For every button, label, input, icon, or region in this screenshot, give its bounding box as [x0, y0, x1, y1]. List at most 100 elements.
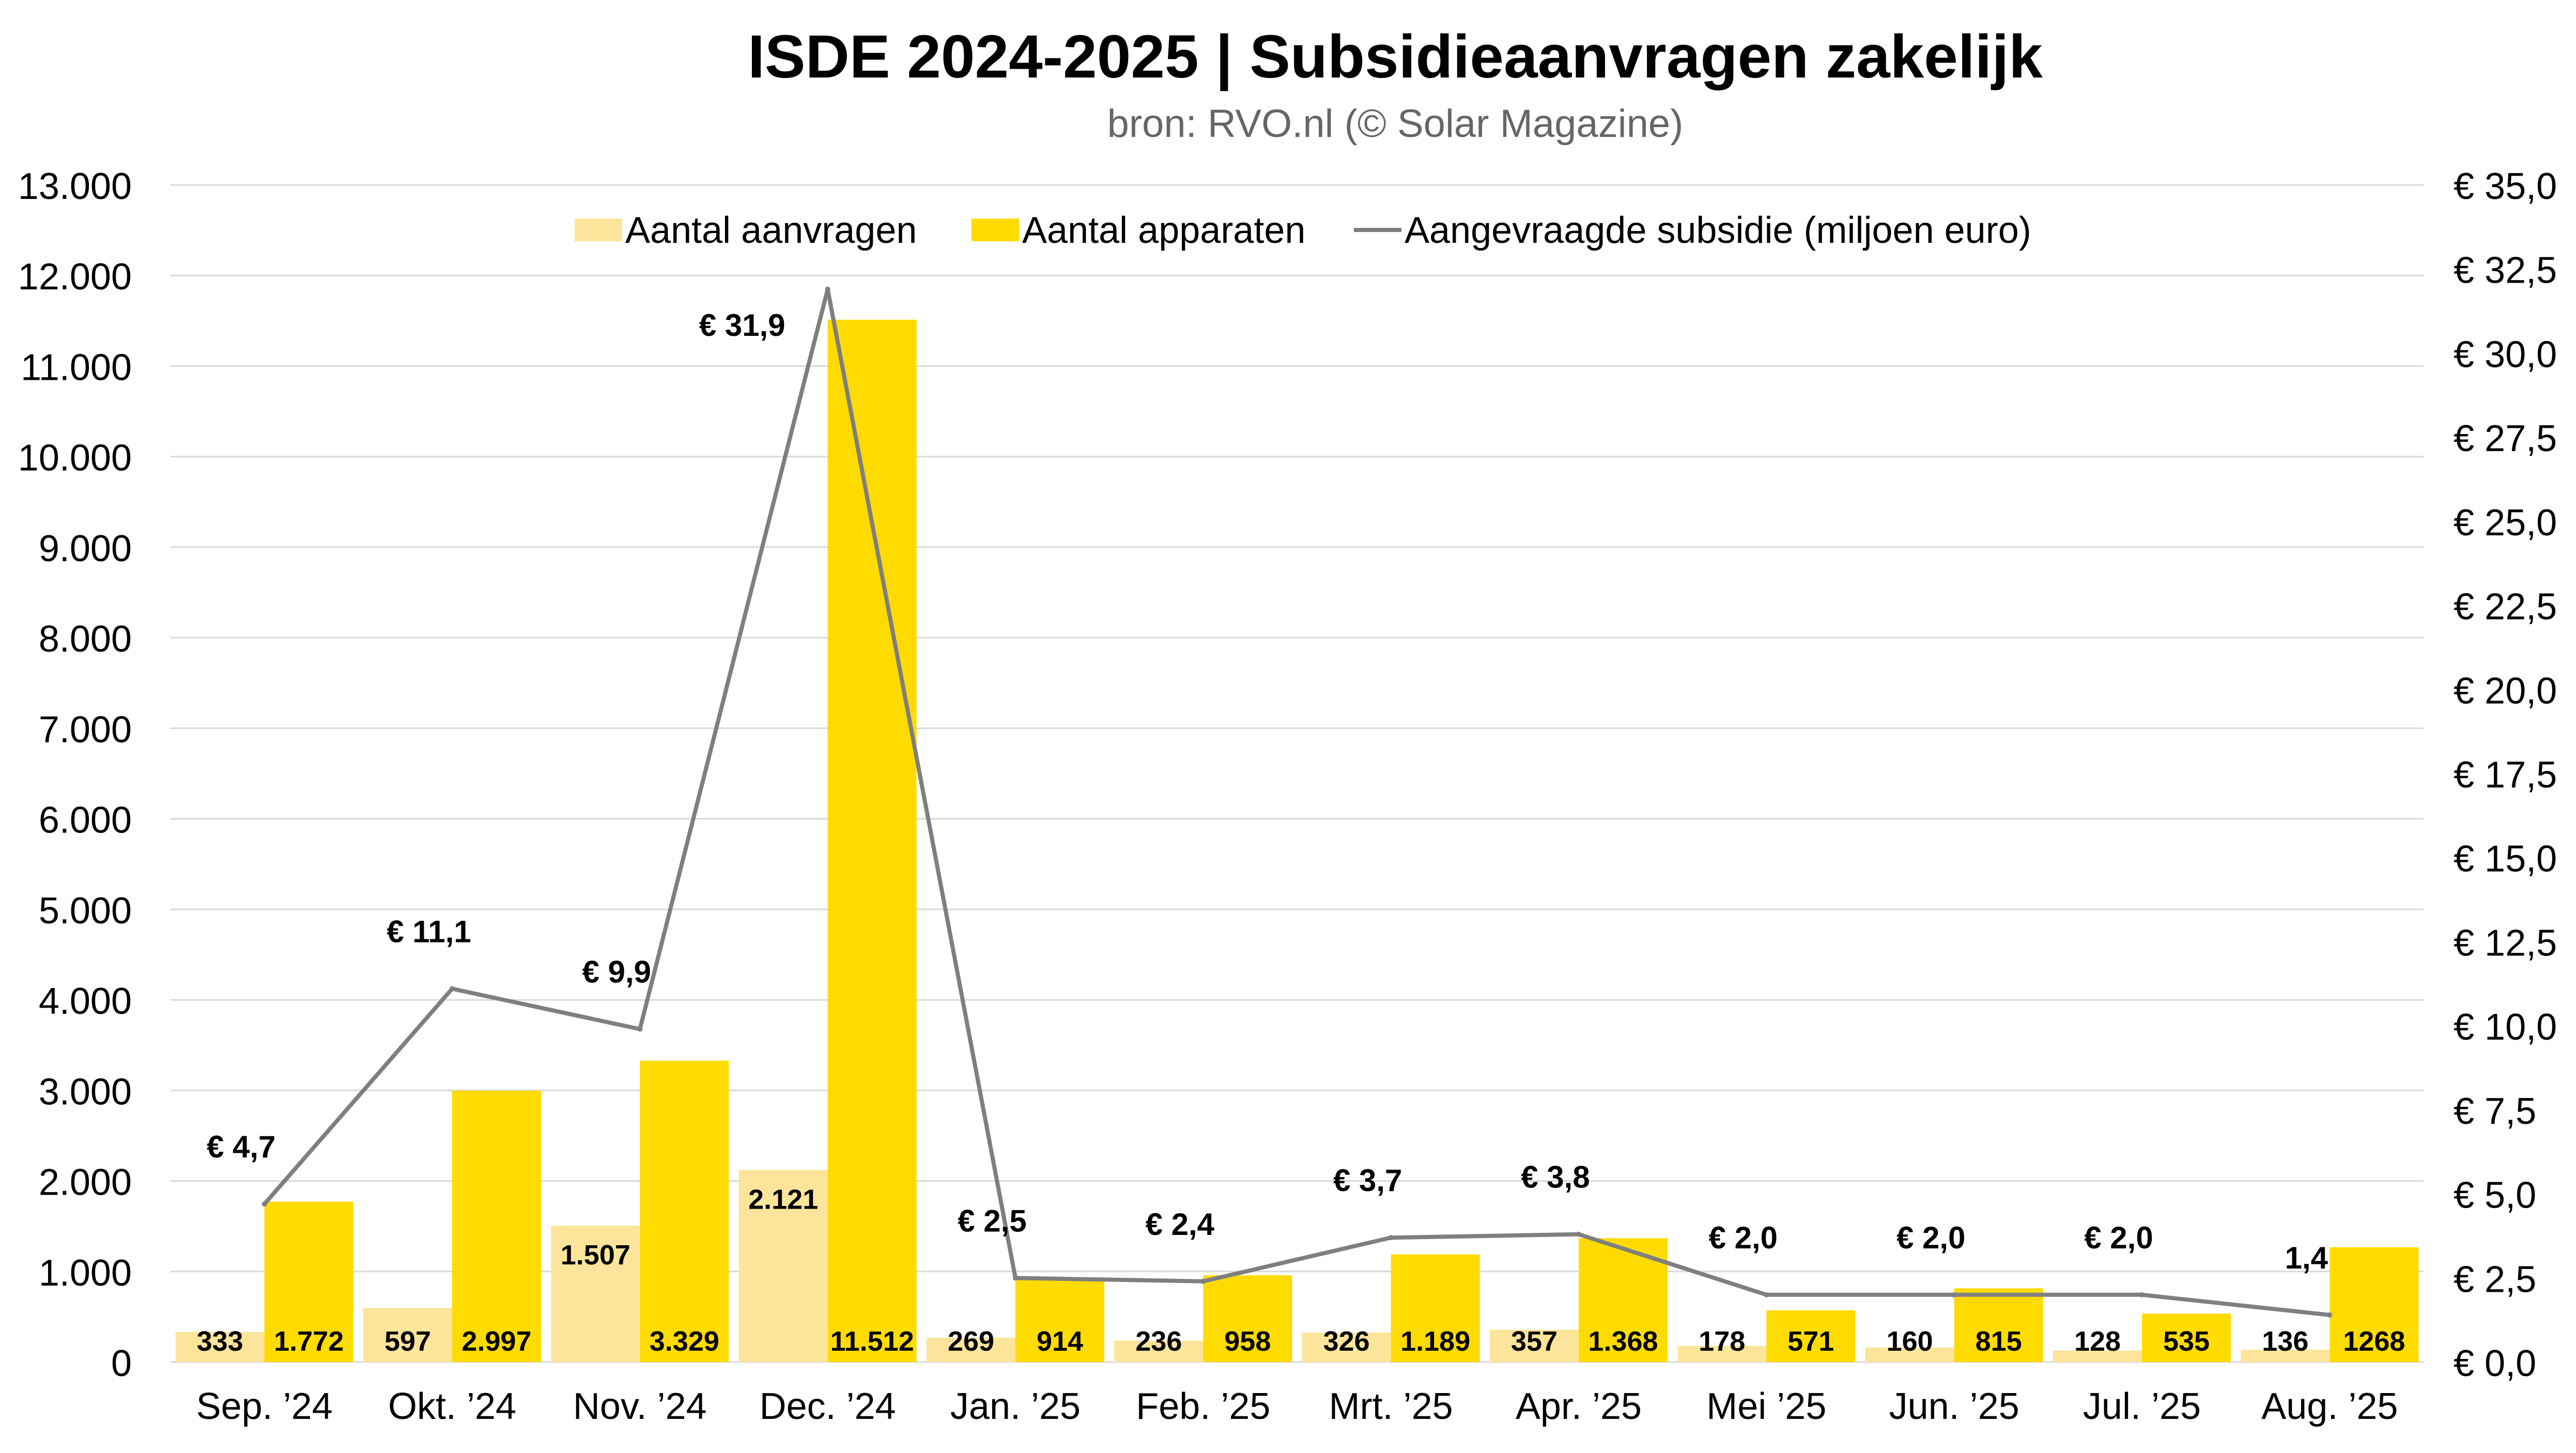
data-label-aanvragen: 357 [1511, 1326, 1557, 1357]
data-label-apparaten: 1268 [2343, 1326, 2405, 1357]
bar-apparaten [452, 1090, 541, 1362]
right-axis-tick-label: € 15,0 [2454, 839, 2557, 880]
left-axis-tick-label: 12.000 [18, 256, 132, 298]
data-label-aanvragen: 160 [1887, 1326, 1933, 1357]
bar-aanvragen [551, 1225, 640, 1362]
left-axis-tick-label: 2.000 [39, 1162, 132, 1203]
line-point-subsidie [637, 1026, 643, 1032]
right-axis-tick-label: € 20,0 [2454, 670, 2557, 712]
right-axis-tick-label: € 2,5 [2454, 1259, 2536, 1300]
data-label-subsidie: € 11,1 [387, 915, 471, 949]
legend-label-aanvragen: Aantal aanvragen [625, 210, 917, 251]
x-axis-tick-label: Aug. ’25 [2261, 1386, 2398, 1427]
bar-aanvragen [363, 1308, 452, 1362]
legend-label-apparaten: Aantal apparaten [1022, 210, 1305, 251]
x-axis-tick-label: Mei ’25 [1706, 1386, 1826, 1427]
bar-aanvragen [2053, 1350, 2142, 1362]
data-labels: 333 1.772 597 2.997 1.507 3.329 2.121 11.512 269… [197, 308, 2405, 1357]
line-point-subsidie [1388, 1235, 1394, 1241]
left-axis-tick-label: 0 [111, 1343, 132, 1384]
data-label-apparaten: 1.772 [274, 1326, 344, 1357]
data-label-apparaten: 815 [1976, 1326, 2022, 1357]
bar-apparaten [640, 1060, 729, 1362]
legend-swatch-apparaten [971, 219, 1019, 241]
data-label-aanvragen: 597 [384, 1326, 431, 1357]
bar-aanvragen [1490, 1330, 1579, 1362]
line-point-subsidie [450, 986, 455, 992]
line-point-subsidie [2139, 1292, 2145, 1297]
right-axis: € 0,0 € 2,5 € 5,0 € 7,5 € 10,0 € 12,5 € 15,0 € … [2454, 166, 2557, 1384]
bar-aanvragen [1677, 1346, 1767, 1362]
bars [175, 319, 2419, 1362]
left-axis-tick-label: 5.000 [39, 890, 132, 932]
x-axis-tick-label: Jan. ’25 [950, 1386, 1081, 1427]
data-label-aanvragen: 1.507 [561, 1240, 630, 1271]
right-axis-tick-label: € 35,0 [2454, 166, 2557, 207]
bar-apparaten [2142, 1313, 2231, 1362]
left-axis-tick-label: 4.000 [39, 981, 132, 1022]
right-axis-tick-label: € 30,0 [2454, 334, 2557, 375]
data-label-subsidie: € 3,7 [1333, 1163, 1402, 1198]
bar-apparaten [1391, 1254, 1480, 1362]
right-axis-tick-label: € 10,0 [2454, 1007, 2557, 1048]
right-axis-tick-label: € 22,5 [2454, 586, 2557, 628]
right-axis-tick-label: € 0,0 [2454, 1343, 2536, 1384]
bar-apparaten [1203, 1275, 1292, 1362]
x-axis-tick-label: Feb. ’25 [1136, 1386, 1270, 1427]
left-axis-tick-label: 8.000 [39, 619, 132, 660]
x-axis: Sep. ’24 Okt. ’24 Nov. ’24 Dec. ’24 Jan. ’25… [196, 1386, 2398, 1427]
bar-aanvragen [738, 1170, 828, 1362]
bar-aanvragen [2241, 1350, 2330, 1362]
legend-swatch-aanvragen [575, 219, 622, 241]
data-label-subsidie: € 4,7 [207, 1130, 275, 1164]
left-axis-tick-label: 10.000 [18, 438, 132, 479]
left-axis-tick-label: 13.000 [18, 166, 132, 207]
line-point-subsidie [261, 1201, 267, 1207]
x-axis-tick-label: Mrt. ’25 [1329, 1386, 1453, 1427]
right-axis-tick-label: € 17,5 [2454, 754, 2557, 796]
right-axis-tick-label: € 32,5 [2454, 250, 2557, 291]
left-axis-tick-label: 9.000 [39, 528, 132, 569]
data-label-apparaten: 1.368 [1588, 1326, 1658, 1357]
right-axis-tick-label: € 12,5 [2454, 922, 2557, 964]
data-label-subsidie: € 3,8 [1521, 1160, 1590, 1195]
data-label-subsidie: € 9,9 [582, 955, 651, 990]
chart-title: ISDE 2024-2025 | Subsidieaanvragen zakel… [748, 23, 2043, 91]
data-label-apparaten: 535 [2163, 1326, 2210, 1357]
legend-label-subsidie: Aangevraagde subsidie (miljoen euro) [1405, 210, 2031, 251]
x-axis-tick-label: Okt. ’24 [388, 1386, 516, 1427]
right-axis-tick-label: € 25,0 [2454, 502, 2557, 544]
data-label-aanvragen: 2.121 [748, 1184, 818, 1215]
data-label-subsidie: € 2,0 [2084, 1220, 2153, 1255]
data-label-apparaten: 11.512 [830, 1326, 914, 1357]
data-label-apparaten: 958 [1224, 1326, 1271, 1357]
data-label-subsidie: € 2,4 [1146, 1207, 1215, 1242]
legend: Aantal aanvragen Aantal apparaten Aangevra… [575, 210, 2031, 251]
line-point-subsidie [1200, 1278, 1206, 1284]
left-axis-tick-label: 11.000 [21, 347, 132, 388]
gridlines [171, 184, 2424, 1363]
bar-aanvragen [1114, 1340, 1204, 1362]
data-label-aanvragen: 333 [197, 1326, 243, 1357]
data-label-apparaten: 3.329 [650, 1326, 719, 1357]
data-label-subsidie: € 2,0 [1896, 1220, 1965, 1255]
data-label-aanvragen: 269 [948, 1326, 994, 1357]
data-label-apparaten: 571 [1787, 1326, 1834, 1357]
data-label-apparaten: 1.189 [1400, 1326, 1470, 1357]
data-label-subsidie: € 2,5 [958, 1203, 1026, 1238]
line-point-subsidie [1576, 1231, 1581, 1237]
data-label-aanvragen: 236 [1135, 1326, 1182, 1357]
x-axis-tick-label: Nov. ’24 [573, 1386, 707, 1427]
bar-apparaten [264, 1201, 353, 1362]
x-axis-tick-label: Sep. ’24 [196, 1386, 333, 1427]
line-point-subsidie [1764, 1292, 1769, 1297]
left-axis-tick-label: 1.000 [39, 1253, 132, 1294]
line-point-subsidie [1013, 1275, 1018, 1281]
line-aangevraagde-subsidie [263, 288, 2330, 1317]
data-label-apparaten: 2.997 [461, 1326, 531, 1357]
subsidy-line [261, 286, 2333, 1318]
left-axis-tick-label: 3.000 [39, 1071, 132, 1112]
x-axis-tick-label: Jun. ’25 [1889, 1386, 2019, 1427]
